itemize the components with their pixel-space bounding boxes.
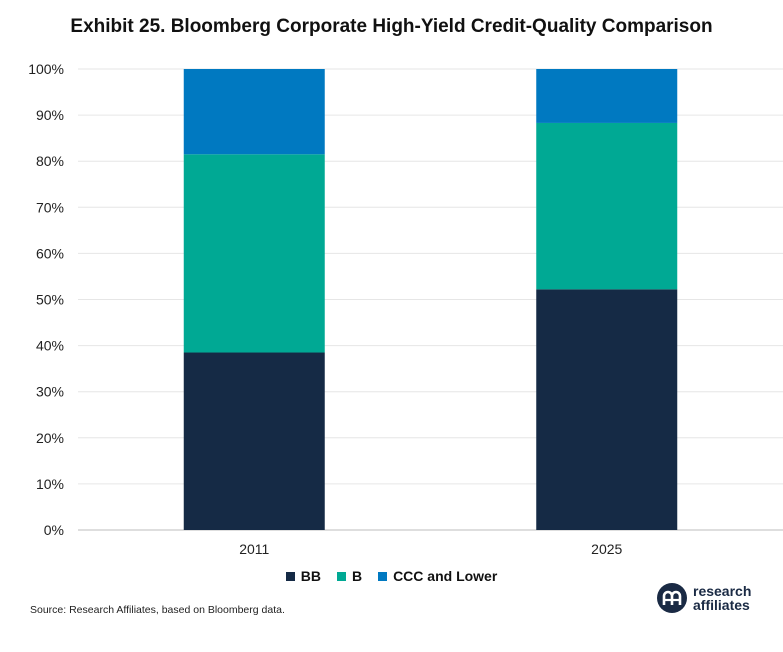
y-tick-label: 40% [36,338,64,354]
legend-item-b: B [336,568,363,584]
chart-title: Exhibit 25. Bloomberg Corporate High-Yie… [70,16,713,37]
bar-segment-b [536,122,678,290]
y-tick-label: 20% [36,430,64,446]
y-tick-label: 80% [36,153,64,169]
legend-swatch-bb [285,571,295,581]
legend: BB B CCC and Lower [0,568,783,584]
legend-item-ccc: CCC and Lower [378,568,497,584]
brand-line-2: affiliates [693,597,750,613]
bars [183,69,678,530]
legend-swatch-b [336,571,346,581]
x-tick-label: 2025 [591,541,622,557]
legend-swatch-ccc [378,571,388,581]
legend-item-bb: BB [285,568,321,584]
y-tick-label: 30% [36,384,64,400]
source-note: Source: Research Affiliates, based on Bl… [30,604,285,616]
y-tick-label: 100% [28,61,64,77]
bar-segment-ccc-and-lower [183,69,325,155]
legend-label-b: B [351,568,363,584]
research-affiliates-logo-icon [657,583,687,613]
x-tick-label: 2011 [239,541,269,557]
brand-line-1: research [693,583,752,599]
y-tick-label: 70% [36,199,64,215]
legend-label-ccc: CCC and Lower [393,568,498,584]
legend-label-bb: BB [300,568,321,584]
y-tick-label: 60% [36,245,64,261]
y-tick-label: 0% [44,522,64,538]
y-axis-ticks: 0% 10% 20% 30% 40% 50% 60% 70% 80% 90% 100% [28,61,64,538]
bar-segment-bb [183,352,325,530]
brand-text: research affiliates [693,584,751,612]
y-tick-label: 10% [36,476,64,492]
bar-segment-bb [536,289,678,530]
brand-logo: research affiliates [657,583,751,613]
x-axis-ticks: 2011 2025 [239,541,622,557]
bar-segment-b [183,154,325,353]
y-tick-label: 50% [36,292,64,308]
bar-segment-ccc-and-lower [536,69,678,123]
y-tick-label: 90% [36,107,64,123]
